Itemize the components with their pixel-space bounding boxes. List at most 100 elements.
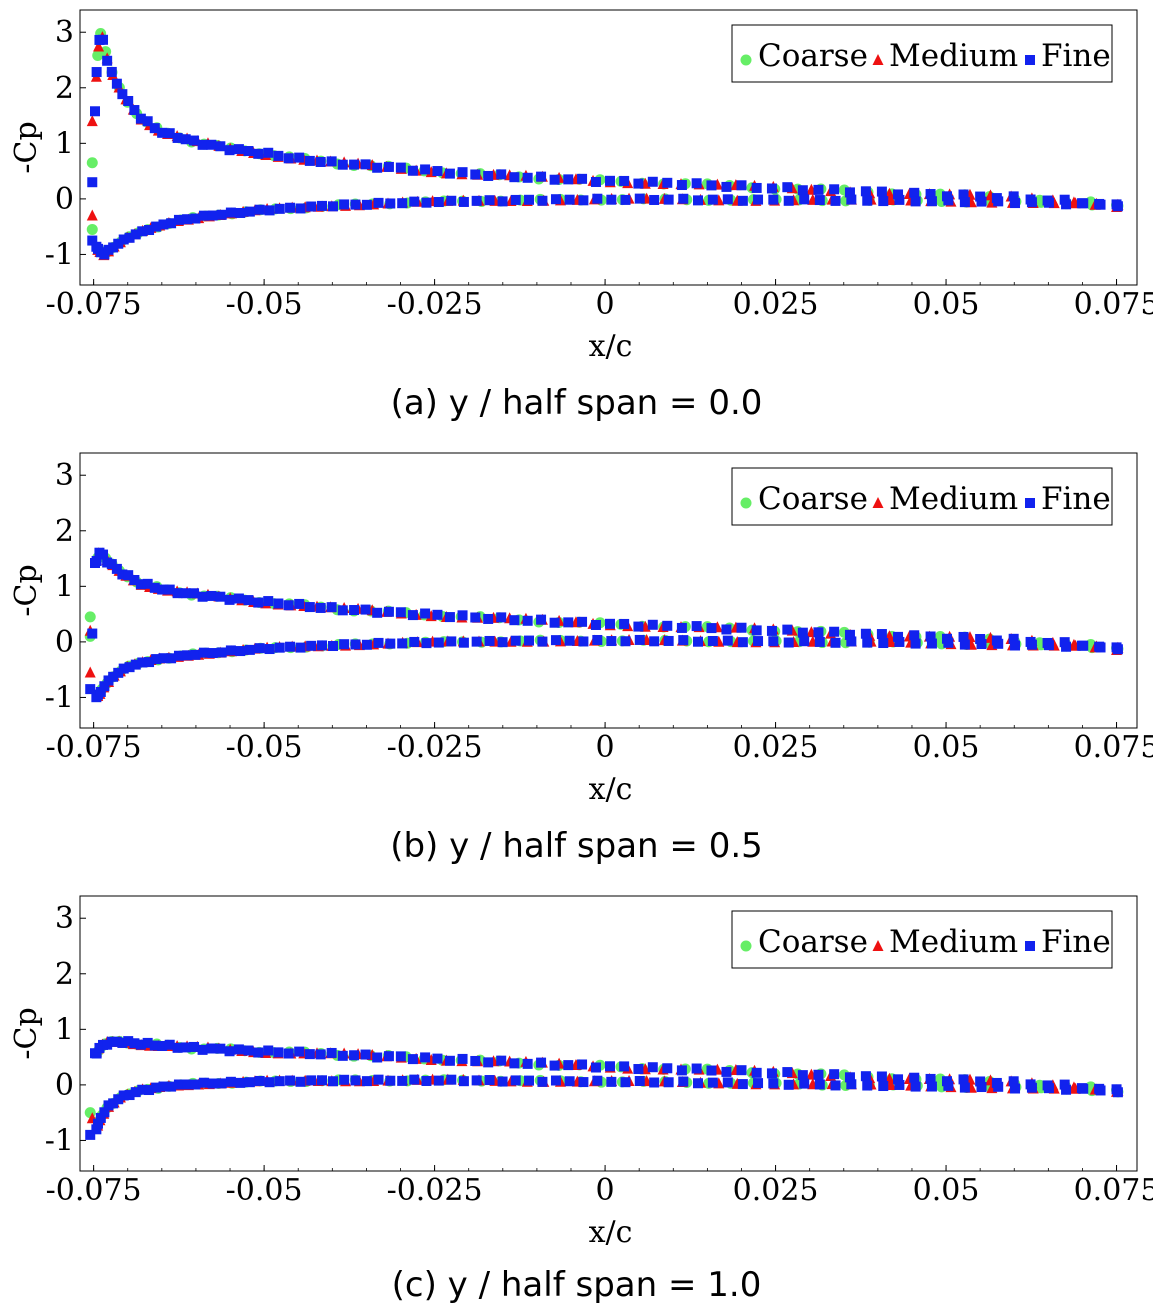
marker-fine [1061, 199, 1072, 210]
marker-fine [549, 174, 560, 185]
y-tick-label: 3 [55, 15, 74, 50]
y-tick-label: 1 [55, 1012, 74, 1047]
marker-fine [130, 659, 141, 670]
marker-fine [446, 195, 457, 206]
marker-fine [797, 1070, 808, 1081]
x-tick-label: 0.025 [733, 730, 819, 765]
marker-fine [304, 1049, 315, 1060]
marker-fine [85, 1129, 96, 1140]
marker-fine [649, 194, 660, 205]
marker-fine [783, 1079, 794, 1090]
marker-fine [549, 617, 560, 628]
x-tick-label: 0.075 [1074, 730, 1153, 765]
marker-fine [197, 139, 208, 150]
marker-fine [830, 195, 841, 206]
marker-fine [372, 607, 383, 618]
marker-fine [253, 597, 264, 608]
marker-fine [663, 194, 674, 205]
marker-fine [244, 1077, 255, 1088]
data-markers [84, 1035, 1124, 1140]
marker-fine [736, 180, 747, 191]
marker-fine [536, 614, 547, 625]
marker-fine [108, 242, 119, 253]
marker-fine [510, 635, 521, 646]
marker-fine [360, 1049, 371, 1060]
marker-fine [206, 139, 217, 150]
marker-fine [180, 134, 191, 145]
marker-fine [337, 1050, 348, 1061]
marker-fine [693, 1078, 704, 1089]
marker-fine [564, 1076, 575, 1087]
marker-fine [149, 123, 160, 134]
marker-fine [137, 226, 148, 237]
marker-fine [166, 653, 177, 664]
marker-fine [118, 1090, 129, 1101]
marker-fine [420, 608, 431, 619]
marker-fine [829, 1069, 840, 1080]
chart-svg-b: -0.075 -0.05 -0.025 0 0.025 0.05 0.075 -1 0 1 2 3 x/… [9, 452, 1153, 807]
marker-fine [483, 1057, 494, 1068]
marker-fine [124, 232, 135, 243]
marker-fine [783, 195, 794, 206]
marker-fine [111, 563, 122, 574]
marker-fine [536, 1057, 547, 1068]
marker-fine [372, 1052, 383, 1063]
marker-fine [496, 612, 507, 623]
marker-fine [87, 628, 98, 639]
marker-fine [409, 636, 420, 647]
marker-fine [327, 201, 338, 212]
marker-fine [243, 1045, 254, 1056]
marker-fine [876, 186, 887, 197]
marker-fine [577, 1059, 588, 1070]
marker-fine [753, 194, 764, 205]
marker-fine [797, 185, 808, 196]
marker-fine [721, 181, 732, 192]
marker-fine [799, 636, 810, 647]
marker-fine [484, 1075, 495, 1086]
marker-fine [349, 1050, 360, 1061]
marker-fine [337, 159, 348, 170]
marker-fine [550, 635, 561, 646]
marker-coarse [86, 223, 98, 235]
legend-label-medium: Medium [889, 38, 1018, 74]
marker-fine [619, 618, 630, 629]
marker-fine [706, 1065, 717, 1076]
marker-fine [926, 196, 937, 207]
marker-fine [1043, 1083, 1054, 1094]
marker-fine [909, 1072, 920, 1083]
marker-fine [844, 1072, 855, 1083]
legend-marker-coarse [740, 940, 752, 952]
plot-frame [79, 452, 1138, 729]
marker-fine [198, 647, 209, 658]
marker-fine [522, 172, 533, 183]
marker-fine [846, 1079, 857, 1090]
chart-panel-c: -0.075 -0.05 -0.025 0 0.025 0.05 0.075 -1 0 1 2 3 x/… [0, 886, 1153, 1309]
marker-fine [349, 159, 360, 170]
legend: Coarse Medium Fine [731, 24, 1113, 83]
marker-fine [326, 1047, 337, 1058]
marker-fine [189, 1041, 200, 1052]
marker-fine [173, 1079, 184, 1090]
marker-fine [737, 195, 748, 206]
x-tick-label: -0.05 [226, 730, 303, 765]
marker-fine [123, 1036, 134, 1047]
marker-fine [361, 639, 372, 650]
marker-fine [550, 1075, 561, 1086]
marker-fine [663, 635, 674, 646]
marker-fine [678, 193, 689, 204]
marker-fine [1008, 633, 1019, 644]
x-axis-title: x/c [589, 1215, 633, 1250]
marker-fine [958, 1074, 969, 1085]
legend-label-fine: Fine [1041, 924, 1111, 960]
marker-fine [662, 177, 673, 188]
marker-fine [91, 1124, 102, 1135]
legend-marker-medium [872, 54, 884, 65]
marker-fine [197, 1044, 208, 1055]
marker-fine [768, 636, 779, 647]
marker-fine [263, 1045, 274, 1056]
marker-fine [164, 128, 175, 139]
marker-fine [860, 186, 871, 197]
marker-fine [975, 634, 986, 645]
marker-fine [976, 196, 987, 207]
y-tick-label: 1 [55, 569, 74, 604]
